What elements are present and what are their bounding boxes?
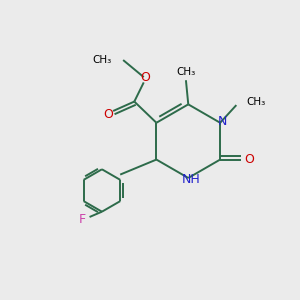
Text: CH₃: CH₃ xyxy=(93,55,112,65)
Text: O: O xyxy=(103,108,113,121)
Text: CH₃: CH₃ xyxy=(176,67,196,77)
Text: O: O xyxy=(140,70,150,84)
Text: F: F xyxy=(79,212,86,226)
Text: NH: NH xyxy=(182,173,201,186)
Text: N: N xyxy=(218,115,227,128)
Text: CH₃: CH₃ xyxy=(247,97,266,107)
Text: O: O xyxy=(245,153,254,166)
